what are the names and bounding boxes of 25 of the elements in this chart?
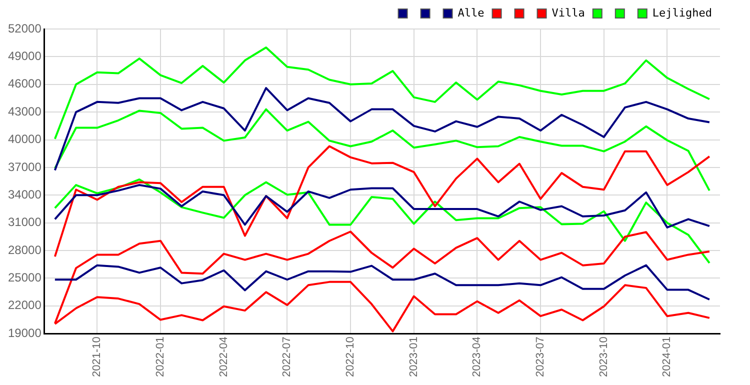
x-tick-label: 2022-01 <box>154 336 167 378</box>
y-tick-label: 34000 <box>8 187 42 202</box>
y-tick-label: 49000 <box>8 49 42 64</box>
y-tick-label: 43000 <box>8 104 42 118</box>
y-tick-label: 40000 <box>8 132 42 146</box>
y-tick-label: 19000 <box>8 326 42 340</box>
y-tick-label: 52000 <box>8 21 42 36</box>
y-tick-label: 37000 <box>8 160 42 174</box>
y-tick-label: 31000 <box>8 215 42 230</box>
x-tick-label: 2023-04 <box>471 336 484 378</box>
y-tick-label: 25000 <box>8 270 42 285</box>
x-tick-label: 2023-07 <box>534 336 547 378</box>
x-tick-label: 2022-07 <box>281 336 294 378</box>
legend-label: Villa <box>552 6 585 20</box>
y-tick-label: 28000 <box>8 242 42 257</box>
y-tick-label: 46000 <box>8 76 42 91</box>
legend-label: Alle <box>458 6 484 20</box>
y-tick-label: 22000 <box>8 298 42 312</box>
x-tick-label: 2022-04 <box>218 336 230 378</box>
x-tick-label: 2022-10 <box>344 336 357 378</box>
x-tick-label: 2023-01 <box>408 336 420 378</box>
x-tick-label: 2024-01 <box>661 336 674 378</box>
x-tick-label: 2023-10 <box>598 336 610 378</box>
legend-label: Lejlighed <box>652 6 712 20</box>
x-tick-label: 2021-10 <box>91 336 104 378</box>
